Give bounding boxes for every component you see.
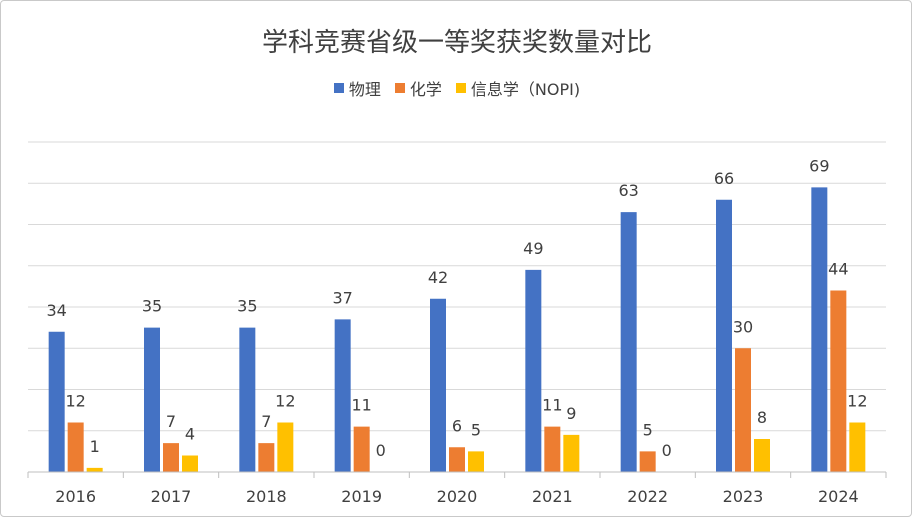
bar	[716, 199, 732, 472]
legend-item-physics[interactable]: 物理	[333, 76, 381, 100]
data-label: 37	[332, 288, 352, 307]
data-label: 9	[566, 404, 576, 423]
bar	[830, 290, 847, 472]
x-tick-label: 2018	[246, 487, 287, 506]
data-label: 4	[185, 425, 195, 444]
chart-title: 学科竞赛省级一等奖获奖数量对比	[261, 28, 652, 58]
data-label: 12	[847, 392, 867, 411]
x-tick-label: 2019	[341, 487, 382, 506]
data-label: 5	[643, 420, 653, 439]
bar	[849, 422, 866, 472]
legend-swatch-physics	[333, 83, 344, 93]
bar	[620, 212, 637, 472]
data-label: 35	[237, 297, 257, 316]
bars	[48, 187, 866, 472]
legend-label-informatics: 信息学（NOPI)	[470, 80, 581, 99]
data-label: 30	[733, 317, 753, 336]
bar	[67, 422, 84, 472]
data-label: 6	[452, 416, 462, 435]
bar	[182, 455, 198, 472]
bar	[239, 327, 256, 472]
bar	[735, 348, 751, 472]
data-label: 1	[90, 437, 100, 456]
x-tick-label: 2024	[818, 487, 859, 506]
bar	[754, 439, 770, 472]
bar	[563, 434, 580, 472]
x-tick-label: 2016	[55, 487, 96, 506]
data-label: 49	[523, 239, 543, 258]
data-label: 35	[142, 297, 162, 316]
bar	[277, 422, 294, 472]
legend-swatch-informatics	[455, 83, 466, 93]
bar	[525, 269, 542, 472]
legend: 物理 化学 信息学（NOPI)	[0, 76, 914, 100]
bar	[258, 443, 275, 472]
data-label: 0	[376, 441, 386, 460]
x-tick-label: 2020	[437, 487, 478, 506]
data-label: 7	[261, 412, 271, 431]
data-label: 8	[757, 408, 767, 427]
bar	[468, 451, 484, 472]
data-label: 11	[542, 396, 562, 415]
bar	[144, 327, 160, 472]
data-label: 12	[65, 392, 85, 411]
x-tick-label: 2017	[151, 487, 192, 506]
x-tick-label: 2022	[627, 487, 668, 506]
data-label: 63	[618, 181, 638, 200]
bar	[639, 451, 656, 472]
data-label: 5	[471, 420, 481, 439]
bar	[48, 331, 65, 472]
data-label: 44	[828, 260, 848, 279]
x-tick-label: 2023	[723, 487, 764, 506]
bar	[163, 443, 179, 472]
bar	[544, 426, 561, 472]
x-axis: 2016 2017 2018 2019 2020 2021 2022 2023 2024	[27, 471, 887, 506]
data-label: 66	[714, 169, 734, 188]
legend-item-informatics[interactable]: 信息学（NOPI)	[455, 76, 581, 100]
data-label: 12	[275, 392, 295, 411]
bar	[334, 319, 351, 472]
bar	[86, 467, 103, 472]
data-label: 7	[166, 412, 176, 431]
legend-label-chemistry: 化学	[409, 80, 442, 99]
data-label: 69	[809, 156, 829, 175]
bar	[430, 298, 446, 472]
data-label: 42	[428, 268, 448, 287]
legend-label-physics: 物理	[348, 80, 381, 99]
data-label: 34	[46, 301, 66, 320]
bar	[811, 187, 828, 472]
data-label: 11	[351, 396, 371, 415]
x-tick-label: 2021	[532, 487, 573, 506]
legend-swatch-chemistry	[394, 83, 405, 93]
bar	[449, 447, 465, 472]
bar	[353, 426, 370, 472]
legend-item-chemistry[interactable]: 化学	[394, 76, 442, 100]
data-label: 0	[662, 441, 672, 460]
